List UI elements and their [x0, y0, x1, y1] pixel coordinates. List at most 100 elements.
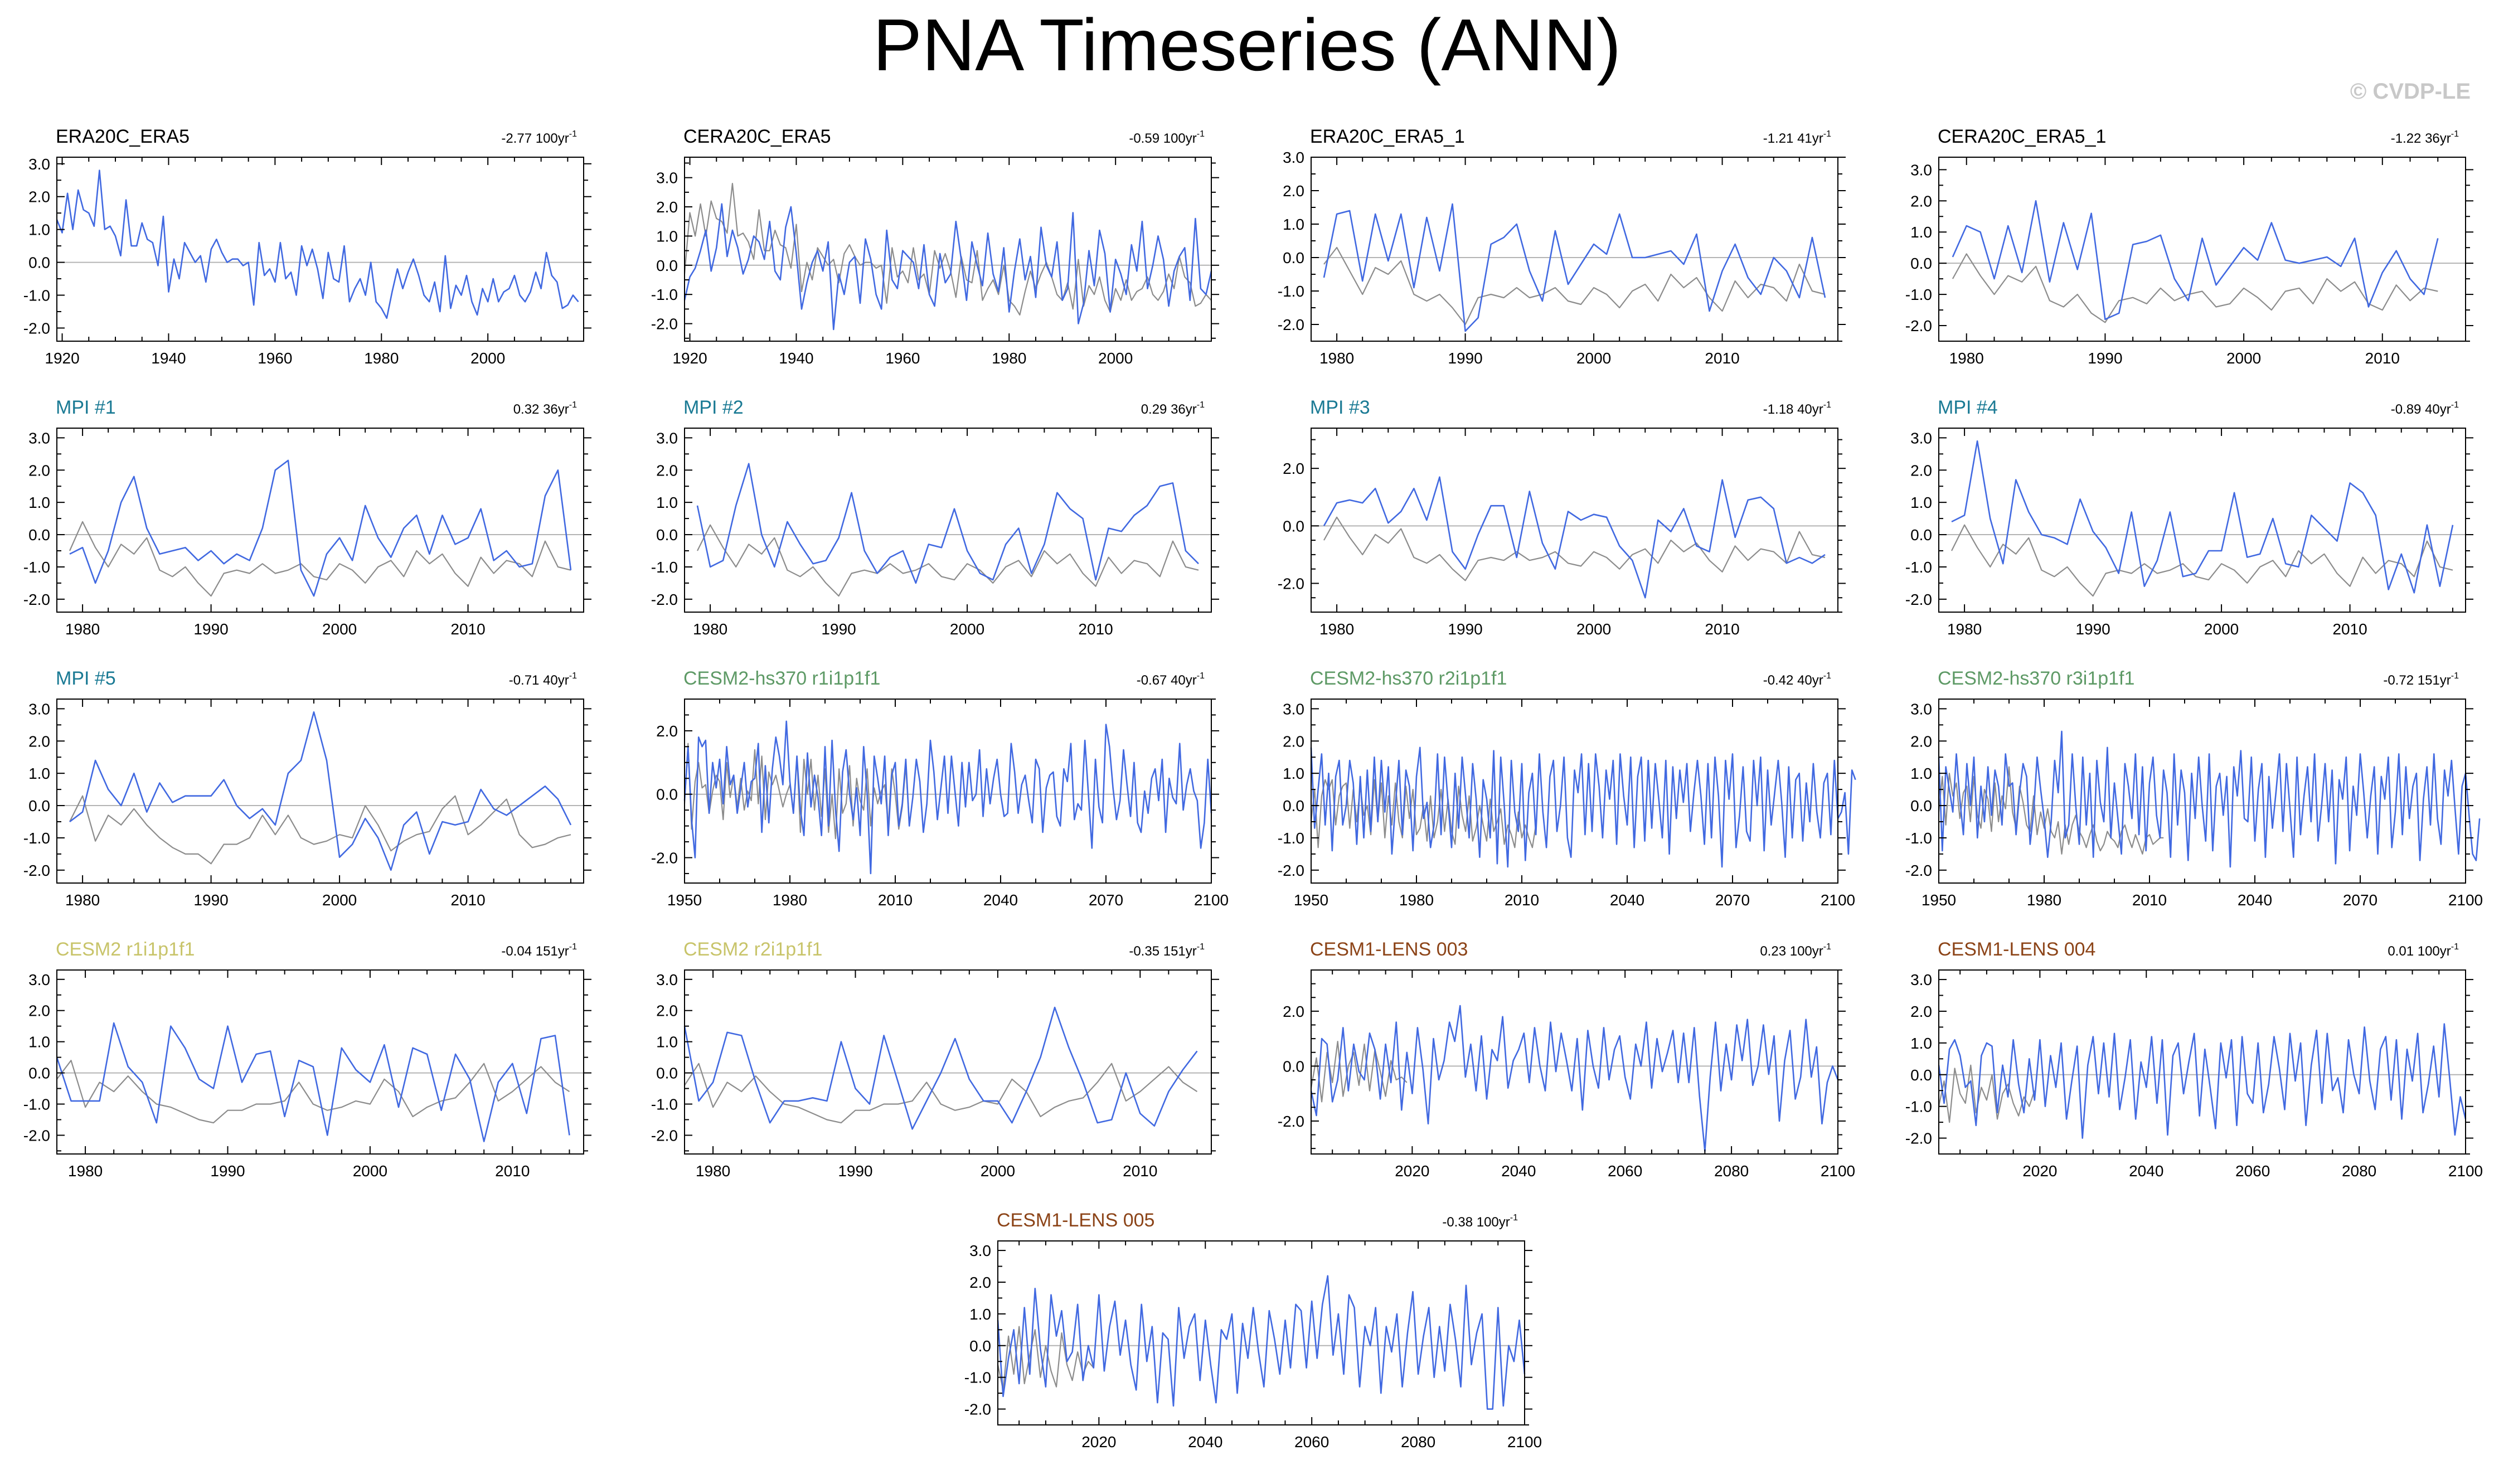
x-tick-label: 1980: [65, 620, 100, 638]
panel-title: CESM2-hs370 r3i1p1f1: [1938, 668, 2134, 689]
panel-title: CESM1-LENS 004: [1938, 939, 2095, 960]
y-tick-label: 0.0: [656, 1065, 678, 1082]
x-tick-label: 1990: [821, 620, 856, 638]
plot-frame: [1311, 969, 1838, 1155]
x-tick-label: 2040: [1188, 1433, 1222, 1451]
trend-label: -0.04 151yr-1: [501, 942, 577, 959]
y-tick-label: 2.0: [1910, 1003, 1932, 1020]
y-tick-label: 0.0: [969, 1337, 991, 1355]
y-tick-label: -2.0: [1278, 1113, 1304, 1130]
y-tick-label: 0.0: [656, 786, 678, 803]
trend-exponent: -1: [1197, 942, 1205, 952]
y-tick-label: 3.0: [28, 156, 50, 173]
plot-frame: [1311, 157, 1838, 342]
panel-title: MPI #5: [56, 668, 116, 689]
trend-unit: 100yr: [2418, 944, 2451, 959]
x-tick-label: 2000: [322, 620, 357, 638]
watermark: © CVDP-LE: [2350, 79, 2471, 104]
trend-label: 0.32 36yr-1: [513, 400, 577, 417]
trend-exponent: -1: [1510, 1213, 1518, 1223]
y-tick-label: 1.0: [28, 1034, 50, 1051]
panel-title: CESM2 r1i1p1f1: [56, 939, 195, 960]
series-sim-line: [69, 459, 572, 597]
x-tick-label: 2040: [2238, 891, 2272, 909]
x-tick-label: 2060: [1294, 1433, 1329, 1451]
panel-title: CESM2 r2i1p1f1: [683, 939, 822, 960]
trend-unit: 36yr: [2425, 131, 2451, 146]
y-tick-label: 1.0: [1283, 765, 1304, 782]
trend-label: -0.89 40yr-1: [2391, 400, 2459, 417]
trend-value: 0.32: [513, 402, 543, 417]
x-tick-label: 2020: [1395, 1162, 1429, 1180]
trend-exponent: -1: [2451, 400, 2459, 410]
x-tick-label: 2000: [1576, 620, 1611, 638]
x-tick-label: 2010: [1123, 1162, 1157, 1180]
trend-unit: 40yr: [1797, 402, 1823, 417]
x-tick-label: 1940: [779, 350, 813, 367]
plot-frame: [56, 969, 584, 1155]
panel-13: CESM2 r1i1p1f1 -0.04 151yr-1 1980 1990 2000 2…: [23, 939, 591, 1180]
y-tick-label: -1.0: [1905, 559, 1932, 576]
panel-title: MPI #4: [1938, 397, 1998, 418]
x-tick-label: 1990: [193, 620, 228, 638]
trend-exponent: -1: [2451, 671, 2459, 681]
y-tick-label: 3.0: [1910, 161, 1932, 178]
y-tick-label: 2.0: [656, 1002, 678, 1020]
y-tick-label: 1.0: [28, 494, 50, 511]
y-tick-label: -1.0: [1905, 286, 1932, 303]
y-tick-label: 0.0: [1283, 797, 1304, 814]
panel-16: CESM1-LENS 004 0.01 100yr-1 2020 2040 2060 20…: [1905, 939, 2483, 1180]
x-tick-label: 2010: [1705, 350, 1739, 367]
series-sim-line: [1323, 203, 1826, 332]
x-tick-label: 1990: [838, 1162, 872, 1180]
trend-label: -1.22 36yr-1: [2391, 129, 2459, 146]
panel-6: MPI #2 0.29 36yr-1 1980 1990 2000 2010 -2.0 -1.…: [651, 397, 1219, 638]
y-tick-label: -1.0: [1278, 830, 1304, 847]
panel-title: CESM2-hs370 r2i1p1f1: [1310, 668, 1507, 689]
x-tick-label: 1990: [2088, 350, 2122, 367]
x-tick-label: 2000: [950, 620, 984, 638]
panel-title: CESM1-LENS 003: [1310, 939, 1468, 960]
trend-value: -0.04: [501, 944, 535, 959]
trend-value: -0.67: [1137, 673, 1171, 688]
y-tick-label: 1.0: [1910, 765, 1932, 782]
trend-exponent: -1: [1823, 400, 1831, 410]
trend-label: -2.77 100yr-1: [501, 129, 577, 146]
trend-unit: 40yr: [1171, 673, 1197, 688]
y-tick-label: -2.0: [1905, 317, 1932, 334]
y-tick-label: -2.0: [964, 1401, 991, 1418]
y-tick-label: 0.0: [1910, 526, 1932, 544]
trend-unit: 151yr: [2418, 673, 2451, 688]
x-tick-label: 2040: [2129, 1162, 2163, 1180]
series-obs-line: [997, 1326, 1094, 1391]
x-tick-label: 2020: [2022, 1162, 2057, 1180]
y-tick-label: 3.0: [1910, 429, 1932, 447]
panel-title: CERA20C_ERA5: [683, 126, 831, 147]
x-tick-label: 2070: [1715, 891, 1750, 909]
x-tick-label: 2010: [1705, 620, 1739, 638]
trend-exponent: -1: [569, 129, 577, 139]
x-tick-label: 2010: [1078, 620, 1113, 638]
trend-exponent: -1: [1197, 400, 1205, 410]
plot-frame: [1938, 699, 2466, 884]
y-tick-label: 3.0: [656, 429, 678, 447]
series-obs-line: [1323, 246, 1826, 326]
x-tick-label: 2010: [878, 891, 913, 909]
series-obs-line: [1323, 516, 1826, 581]
y-tick-label: 2.0: [1910, 733, 1932, 750]
y-tick-label: -2.0: [651, 591, 678, 608]
x-tick-label: 2000: [1576, 350, 1611, 367]
y-tick-label: -1.0: [651, 1096, 678, 1113]
x-tick-label: 1980: [65, 891, 100, 909]
y-tick-label: -2.0: [23, 862, 50, 879]
trend-value: -2.77: [501, 131, 535, 146]
x-tick-label: 2100: [1821, 891, 1855, 909]
trend-label: -1.18 40yr-1: [1763, 400, 1831, 417]
trend-unit: 40yr: [1797, 673, 1823, 688]
series-obs-line: [69, 521, 571, 597]
y-tick-label: 2.0: [28, 1002, 50, 1020]
series-obs-line: [69, 795, 571, 865]
y-tick-label: 2.0: [1283, 460, 1304, 477]
y-tick-label: 3.0: [28, 429, 50, 447]
y-tick-label: 2.0: [1910, 192, 1932, 210]
